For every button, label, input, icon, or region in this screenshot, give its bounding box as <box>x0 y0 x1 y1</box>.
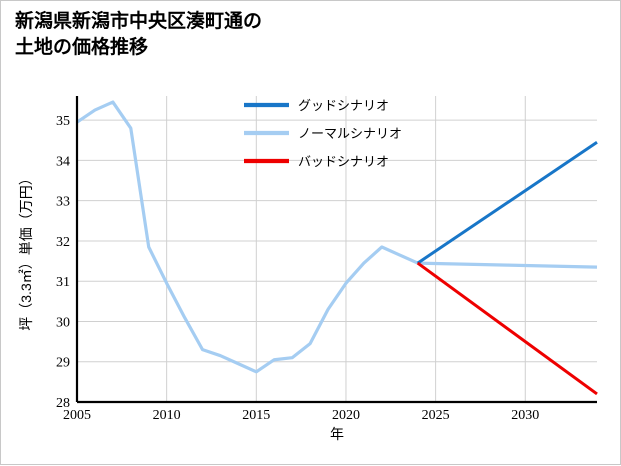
y-tick-label: 33 <box>56 195 70 210</box>
series-line <box>76 100 598 374</box>
series-line <box>416 261 598 396</box>
y-tick-labels: 28 29 30 31 32 33 34 35 <box>56 114 70 411</box>
axis-spines <box>75 96 597 404</box>
legend-label: バッドシナリオ <box>298 154 389 169</box>
y-tick-label: 30 <box>56 315 70 330</box>
y-tick-label: 35 <box>56 114 70 129</box>
x-axis-title: 年 <box>330 426 344 442</box>
y-tick-label: 34 <box>56 154 70 169</box>
x-tick-labels: 2005 2010 2015 2020 2025 2030 <box>63 408 539 423</box>
series-group <box>76 100 598 396</box>
legend-label: ノーマルシナリオ <box>298 126 402 141</box>
y-tick-label: 32 <box>56 235 70 250</box>
x-tick-label: 2015 <box>242 408 270 423</box>
x-tick-label: 2020 <box>332 408 360 423</box>
legend-label: グッドシナリオ <box>298 98 389 113</box>
gridlines <box>76 96 597 403</box>
x-tick-label: 2025 <box>422 408 450 423</box>
series-line <box>416 141 598 265</box>
y-tick-label: 31 <box>56 275 70 290</box>
y-tick-label: 29 <box>56 356 70 371</box>
page-title: 新潟県新潟市中央区湊町通の 土地の価格推移 <box>15 11 263 58</box>
x-tick-label: 2030 <box>511 408 539 423</box>
x-tick-label: 2005 <box>63 408 91 423</box>
y-axis-title: 坪（3.3㎡）単価（万円） <box>18 171 34 330</box>
x-tick-label: 2010 <box>153 408 181 423</box>
y-tick-label: 28 <box>56 396 70 411</box>
